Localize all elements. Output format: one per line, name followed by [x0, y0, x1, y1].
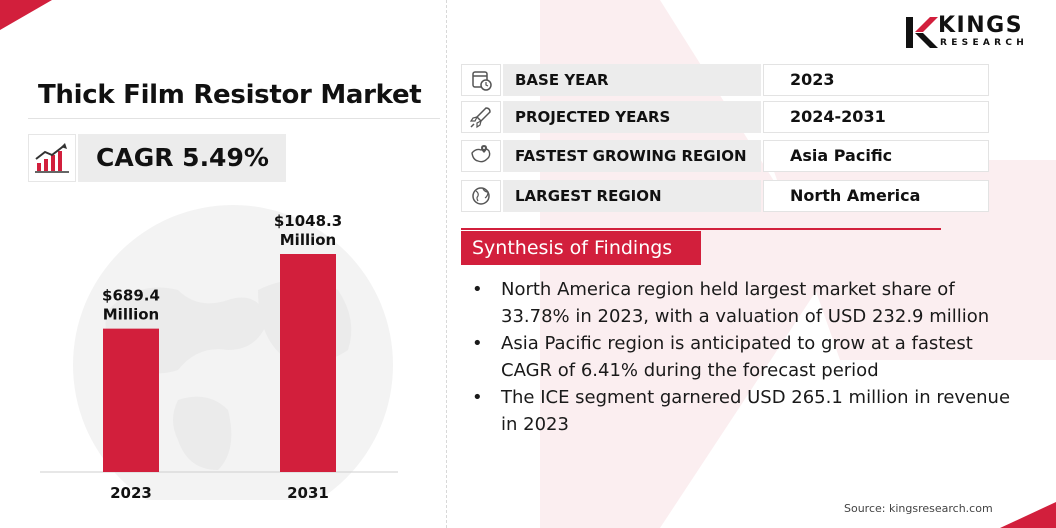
- info-icon-cell: [461, 64, 501, 96]
- logo-subword: RESEARCH: [940, 38, 1029, 48]
- title-underline: [28, 118, 440, 119]
- map-icon: [471, 145, 491, 163]
- bar-2023: [103, 328, 159, 472]
- synthesis-rule: [461, 228, 941, 230]
- bullet-marker: •: [472, 387, 483, 408]
- info-icon-cell: [461, 101, 501, 133]
- calendar-icon: [472, 71, 492, 91]
- finding-line: CAGR of 6.41% during the forecast period: [501, 360, 879, 381]
- cagr-value: CAGR 5.49%: [78, 134, 286, 182]
- globe-icon: [472, 187, 490, 205]
- data-label-2023: $689.4: [102, 287, 160, 305]
- info-label: BASE YEAR: [503, 64, 761, 96]
- panel-divider: [446, 0, 447, 528]
- cagr-icon-box: [28, 134, 76, 182]
- corner-decoration-top-left: [0, 0, 52, 30]
- info-label: PROJECTED YEARS: [503, 101, 761, 133]
- logo-word: KINGS: [938, 13, 1024, 38]
- data-label-2023: Million: [103, 306, 159, 324]
- info-icon-cell: [461, 140, 501, 172]
- finding-line: The ICE segment garnered USD 265.1 milli…: [501, 387, 1011, 408]
- info-value: 2023: [763, 64, 989, 96]
- finding-item: • The ICE segment garnered USD 265.1 mil…: [470, 384, 1040, 438]
- kings-logo-mark: [906, 17, 938, 48]
- data-label-2031: Million: [280, 231, 336, 249]
- growth-chart-icon: [35, 143, 69, 173]
- finding-item: • North America region held largest mark…: [470, 276, 1040, 330]
- finding-item: • Asia Pacific region is anticipated to …: [470, 330, 1040, 384]
- info-value: 2024-2031: [763, 101, 989, 133]
- synthesis-title: Synthesis of Findings: [461, 231, 701, 265]
- info-row-fastest-growing-region: FASTEST GROWING REGION Asia Pacific: [461, 140, 989, 172]
- finding-line: Asia Pacific region is anticipated to gr…: [501, 333, 973, 354]
- source-note: Source: kingsresearch.com: [844, 502, 993, 515]
- info-icon-cell: [461, 180, 501, 212]
- data-label-2031: $1048.3: [274, 212, 342, 230]
- page-title: Thick Film Resistor Market: [38, 80, 422, 110]
- x-tick-label-2031: 2031: [287, 484, 329, 502]
- finding-line: in 2023: [501, 414, 569, 435]
- finding-line: 33.78% in 2023, with a valuation of USD …: [501, 306, 990, 327]
- info-value: Asia Pacific: [763, 140, 989, 172]
- info-row-projected-years: PROJECTED YEARS 2024-2031: [461, 101, 989, 133]
- info-label: FASTEST GROWING REGION: [503, 140, 761, 172]
- corner-decoration-bottom-right: [1000, 502, 1056, 528]
- rocket-icon: [469, 107, 491, 129]
- bullet-marker: •: [472, 279, 483, 300]
- findings-list: • North America region held largest mark…: [470, 276, 1040, 438]
- info-value: North America: [763, 180, 989, 212]
- x-tick-label-2023: 2023: [110, 484, 152, 502]
- finding-line: North America region held largest market…: [501, 279, 955, 300]
- info-row-largest-region: LARGEST REGION North America: [461, 180, 989, 212]
- info-label: LARGEST REGION: [503, 180, 761, 212]
- bullet-marker: •: [472, 333, 483, 354]
- bar-2031: [280, 254, 336, 472]
- info-row-base-year: BASE YEAR 2023: [461, 64, 989, 96]
